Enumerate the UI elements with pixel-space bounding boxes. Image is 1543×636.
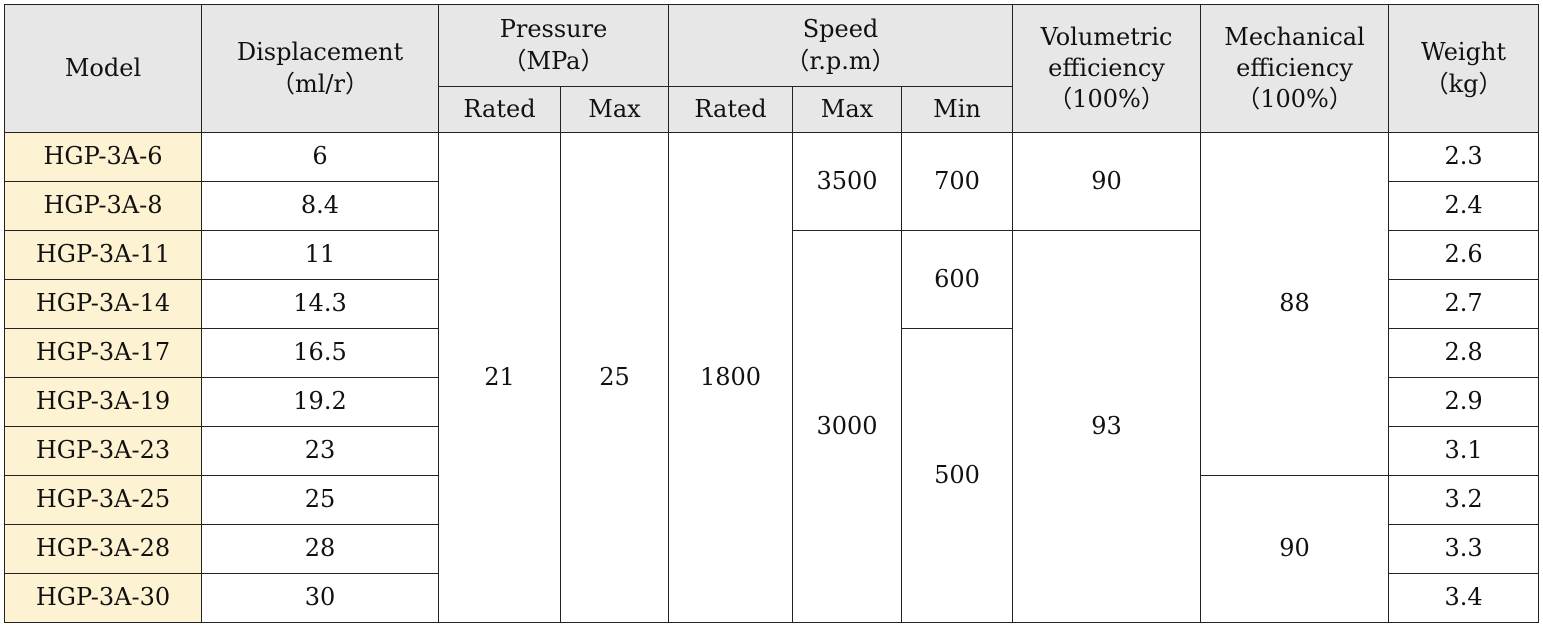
- header-pressure-max: Max: [560, 86, 669, 133]
- weight-cell: 3.3: [1388, 524, 1540, 574]
- header-model: Model: [4, 4, 202, 133]
- model-cell: HGP-3A-28: [4, 524, 202, 574]
- specification-table: Model Displacement （ml/r） Pressure （MPa）…: [4, 4, 1540, 623]
- header-volumetric-efficiency: Volumetric efficiency （100%）: [1012, 4, 1202, 133]
- table-row: HGP-3A-6 6 21 25 1800 3500 700 90 88 2.3: [4, 132, 1540, 623]
- speed-min-cell: 700: [900, 132, 1014, 231]
- model-cell: HGP-3A-11: [4, 230, 202, 280]
- model-cell: HGP-3A-6: [4, 132, 202, 182]
- mechanical-efficiency-cell: 88: [1200, 132, 1390, 476]
- mechanical-efficiency-cell: 90: [1200, 475, 1390, 623]
- model-cell: HGP-3A-23: [4, 426, 202, 476]
- weight-cell: 2.3: [1388, 132, 1540, 182]
- weight-cell: 2.8: [1388, 328, 1540, 378]
- displacement-cell: 16.5: [201, 328, 439, 378]
- table-row: HGP-3A-28 28 3.3: [4, 524, 1540, 574]
- displacement-cell: 19.2: [201, 377, 439, 427]
- model-cell: HGP-3A-8: [4, 181, 202, 231]
- pressure-max-cell: 25: [560, 132, 669, 623]
- speed-max-cell: 3500: [792, 132, 902, 231]
- speed-min-cell: 600: [900, 230, 1014, 329]
- displacement-cell: 11: [201, 230, 439, 280]
- table-row: HGP-3A-14 14.3 2.7: [4, 279, 1540, 329]
- header-speed-max: Max: [792, 86, 902, 133]
- table-row: HGP-3A-17 16.5 500 2.8: [4, 328, 1540, 623]
- volumetric-efficiency-cell: 93: [1012, 230, 1202, 623]
- weight-cell: 3.1: [1388, 426, 1540, 476]
- header-mechanical-efficiency: Mechanical efficiency （100%）: [1200, 4, 1390, 133]
- model-cell: HGP-3A-25: [4, 475, 202, 525]
- displacement-cell: 25: [201, 475, 439, 525]
- displacement-cell: 6: [201, 132, 439, 182]
- weight-cell: 2.9: [1388, 377, 1540, 427]
- header-speed: Speed （r.p.m）: [667, 4, 1014, 87]
- speed-rated-cell: 1800: [668, 132, 793, 623]
- table-row: HGP-3A-30 30 3.4: [4, 573, 1540, 623]
- table-row: HGP-3A-23 23 3.1: [4, 426, 1540, 476]
- model-cell: HGP-3A-14: [4, 279, 202, 329]
- pressure-rated-cell: 21: [438, 132, 561, 623]
- header-weight: Weight （kg）: [1388, 4, 1540, 133]
- weight-cell: 2.6: [1388, 230, 1540, 280]
- header-pressure: Pressure （MPa）: [438, 4, 669, 87]
- speed-max-cell: 3000: [792, 230, 902, 623]
- header-speed-min: Min: [900, 86, 1014, 133]
- table-row: HGP-3A-19 19.2 2.9: [4, 377, 1540, 427]
- weight-cell: 2.7: [1388, 279, 1540, 329]
- weight-cell: 2.4: [1388, 181, 1540, 231]
- displacement-cell: 23: [201, 426, 439, 476]
- volumetric-efficiency-cell: 90: [1012, 132, 1202, 231]
- header-pressure-rated: Rated: [438, 86, 561, 133]
- displacement-cell: 8.4: [201, 181, 439, 231]
- displacement-cell: 28: [201, 524, 439, 574]
- displacement-cell: 14.3: [201, 279, 439, 329]
- header-speed-rated: Rated: [668, 86, 793, 133]
- model-cell: HGP-3A-30: [4, 573, 202, 623]
- model-cell: HGP-3A-19: [4, 377, 202, 427]
- displacement-cell: 30: [201, 573, 439, 623]
- weight-cell: 3.4: [1388, 573, 1540, 623]
- header-displacement: Displacement （ml/r）: [201, 4, 439, 133]
- weight-cell: 3.2: [1388, 475, 1540, 525]
- table-row: HGP-3A-11 11 3000 600 93 2.6: [4, 230, 1540, 623]
- speed-min-cell: 500: [900, 328, 1014, 623]
- model-cell: HGP-3A-17: [4, 328, 202, 378]
